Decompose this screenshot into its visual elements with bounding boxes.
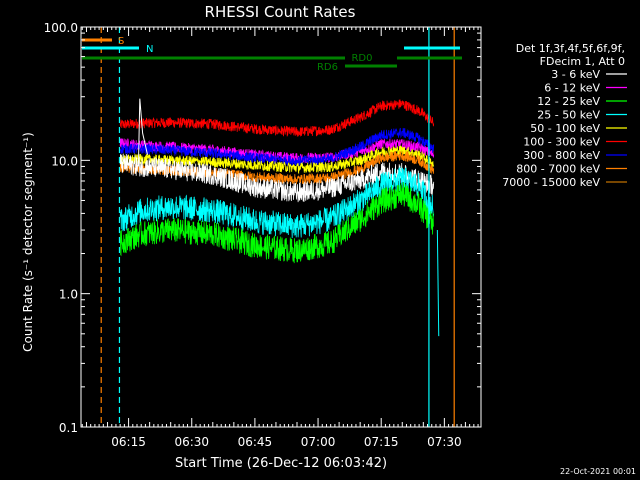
x-tick-label: 07:00 (301, 435, 336, 449)
legend: Det 1f,3f,4f,5f,6f,9f,FDecim 1, Att 03 -… (502, 42, 627, 189)
plot-frame (80, 26, 482, 428)
y-axis-label: Count Rate (s⁻¹ detector segment⁻¹) (21, 132, 35, 352)
time-markers (100, 27, 455, 427)
x-axis-label: Start Time (26-Dec-12 06:03:42) (175, 456, 387, 471)
legend-label: 25 - 50 keV (537, 109, 600, 122)
chart-title: RHESSI Count Rates (205, 3, 356, 21)
legend-label: 50 - 100 keV (530, 122, 600, 135)
x-tick-label: 06:15 (111, 435, 146, 449)
x-tick-label: 07:30 (427, 435, 462, 449)
legend-header: Det 1f,3f,4f,5f,6f,9f, (516, 42, 625, 55)
state-bar-label: N (146, 44, 153, 55)
series-line-6 (119, 127, 435, 167)
legend-label: 800 - 7000 keV (516, 163, 600, 176)
x-tick-label: 07:15 (364, 435, 399, 449)
series-drop (436, 230, 440, 337)
x-tick-label: 06:30 (174, 435, 209, 449)
series-line-3 (119, 166, 435, 239)
series-line-2 (119, 181, 434, 264)
state-bar-label: S (118, 36, 124, 47)
legend-label: 6 - 12 keV (544, 82, 600, 95)
series-spike (137, 98, 149, 167)
y-tick-label: 0.1 (59, 421, 78, 435)
y-axis-ticks: 0.1 1.0 10.0 100.0 (44, 21, 481, 435)
series-line-0 (119, 153, 435, 203)
x-tick-label: 06:45 (238, 435, 273, 449)
series-line-5 (119, 99, 435, 137)
legend-label: 7000 - 15000 keV (502, 176, 600, 189)
state-bars: S N RD0 RD6 (82, 36, 462, 73)
legend-header: FDecim 1, Att 0 (540, 55, 625, 68)
y-tick-label: 1.0 (59, 288, 78, 302)
state-bar-label: RD0 (351, 53, 372, 64)
plot-border (80, 26, 482, 428)
legend-label: 3 - 6 keV (551, 68, 600, 81)
x-axis-ticks: 06:15 06:30 06:45 07:00 07:15 07:30 (81, 27, 479, 449)
legend-label: 300 - 800 keV (523, 149, 600, 162)
state-bar-label: RD6 (317, 62, 338, 73)
y-tick-label: 10.0 (51, 154, 78, 168)
legend-label: 12 - 25 keV (537, 95, 600, 108)
y-tick-label: 100.0 (44, 21, 78, 35)
legend-label: 100 - 300 keV (523, 136, 600, 149)
series-traces (119, 98, 440, 337)
plot-timestamp: 22-Oct-2021 00:01 (560, 467, 636, 476)
series-line-4 (119, 145, 435, 175)
